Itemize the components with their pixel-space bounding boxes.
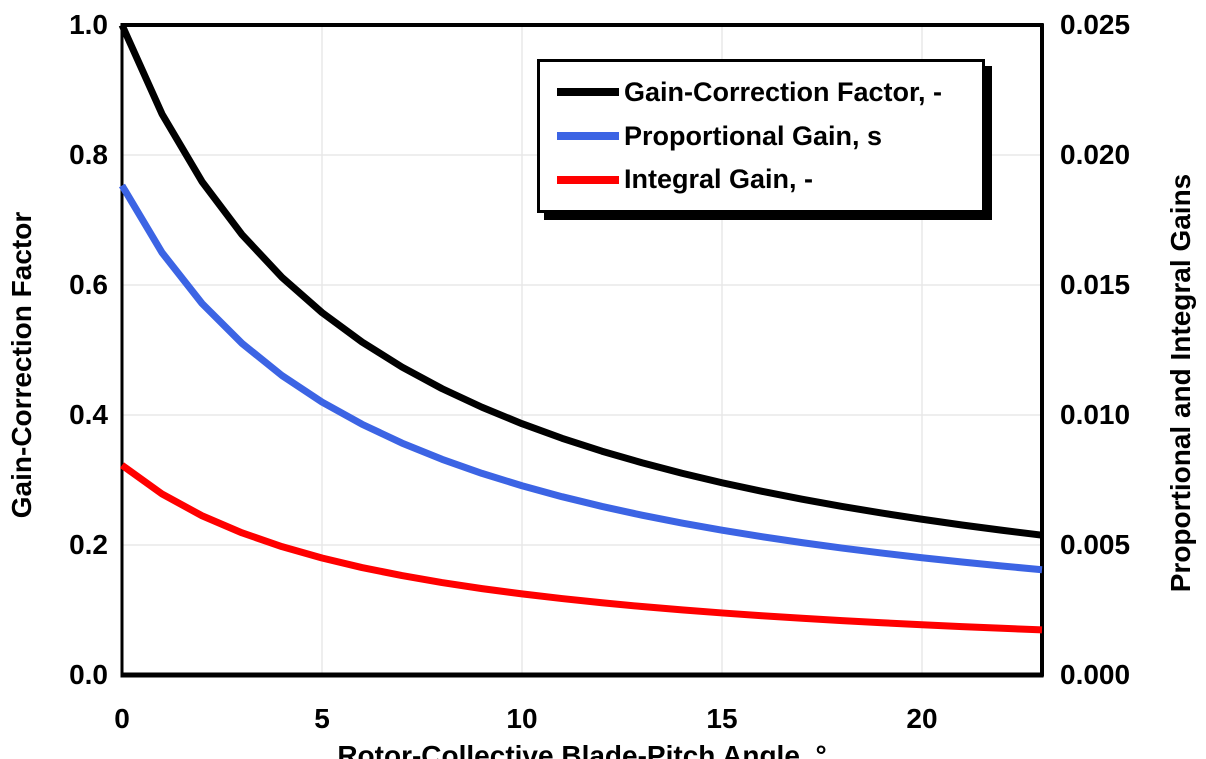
- y-left-tick-label: 0.4: [69, 399, 108, 430]
- legend-entry-label: Proportional Gain, s: [624, 120, 883, 151]
- curve-gain-correction-factor: [118, 23, 1043, 539]
- x-tick-label: 20: [906, 703, 938, 734]
- y-left-tick-label: 0.0: [69, 659, 108, 690]
- legend: Gain-Correction Factor, - Proportional Ga…: [537, 59, 985, 213]
- x-tick-label: 5: [314, 703, 330, 734]
- y-left-tick-label: 0.8: [69, 139, 108, 170]
- y-axis-title-right: Proportional and Integral Gains: [1165, 173, 1196, 593]
- x-tick-label: 10: [506, 703, 538, 734]
- x-axis-title: Rotor-Collective Blade-Pitch Angle, °: [337, 740, 827, 759]
- y-right-tick-label: 0.000: [1060, 659, 1131, 690]
- y-right-tick-label: 0.025: [1060, 9, 1131, 40]
- legend-line-sample: [557, 88, 619, 97]
- legend-entry-proportional-gain-s: Proportional Gain, s: [557, 120, 982, 151]
- curve-proportional-gain-s: [118, 183, 1043, 574]
- x-tick-label: 15: [706, 703, 738, 734]
- y-left-tick-label: 1.0: [69, 9, 108, 40]
- legend-entry-label: Gain-Correction Factor, -: [624, 76, 943, 107]
- curve-integral-gain: [119, 462, 1043, 634]
- legend-entry-gain-correction-factor: Gain-Correction Factor, -: [557, 76, 982, 107]
- legend-line-sample: [557, 175, 619, 184]
- legend-entry-label: Integral Gain, -: [624, 164, 814, 195]
- y-right-tick-label: 0.020: [1060, 139, 1131, 170]
- y-right-tick-label: 0.015: [1060, 269, 1131, 300]
- legend-entry-integral-gain: Integral Gain, -: [557, 166, 982, 193]
- y-left-tick-label: 0.6: [69, 269, 108, 300]
- legend-line-sample: [557, 132, 619, 140]
- y-left-tick-label: 0.2: [69, 529, 108, 560]
- y-right-tick-label: 0.010: [1060, 399, 1131, 430]
- x-tick-label: 0: [114, 703, 130, 734]
- y-right-tick-label: 0.005: [1060, 529, 1131, 560]
- y-axis-title-left: Gain-Correction Factor: [6, 211, 37, 519]
